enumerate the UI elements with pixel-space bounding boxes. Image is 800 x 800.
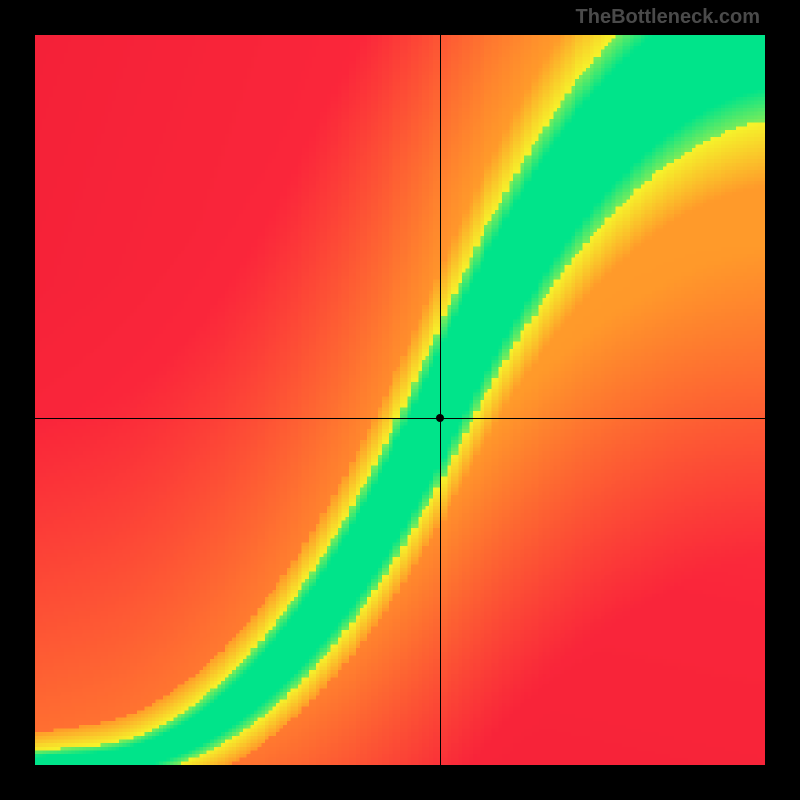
crosshair-horizontal	[35, 418, 765, 419]
crosshair-marker	[436, 414, 444, 422]
heatmap-plot	[35, 35, 765, 765]
crosshair-vertical	[440, 35, 441, 765]
heatmap-canvas	[35, 35, 765, 765]
watermark-text: TheBottleneck.com	[576, 6, 760, 29]
